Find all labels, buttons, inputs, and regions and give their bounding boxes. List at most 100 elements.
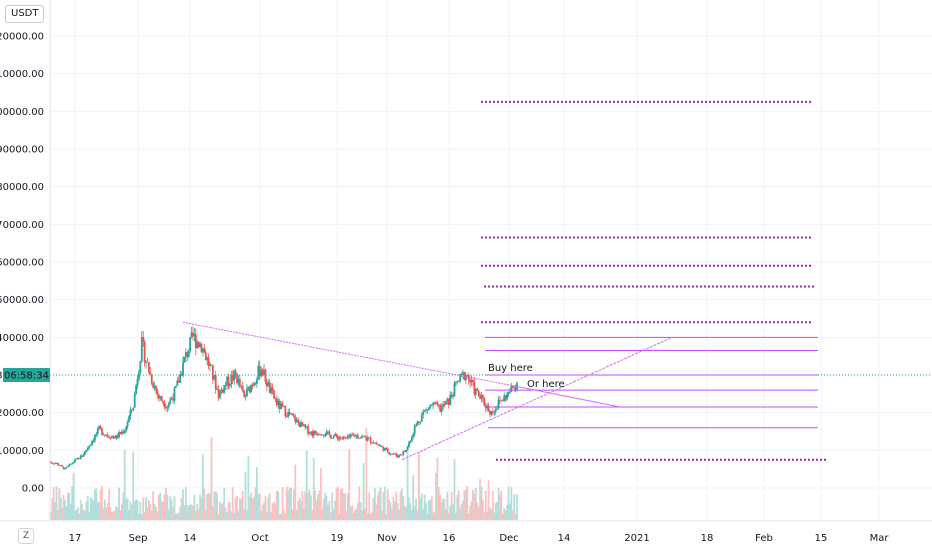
candle-body [290,413,292,415]
volume-bar [142,498,145,520]
candle-body [499,399,501,401]
candle-body [460,373,463,375]
candle-body [258,365,261,377]
volume-bar [358,486,361,520]
y-tick-label: 120000.00 [0,32,44,43]
candle-body [298,422,301,428]
annotation-or-here[interactable]: Or here [527,379,565,390]
volume-bar [359,502,362,520]
volume-bar [130,504,133,520]
volume-bar [501,513,504,520]
candle-body [197,342,200,347]
candle-body [510,386,513,392]
candle-body [92,440,95,442]
candle-body [297,419,300,423]
zoom-button[interactable]: Z [18,528,34,544]
candle-body [229,384,231,387]
volume-bar [312,457,315,520]
trendline-descending[interactable] [182,321,517,387]
volume-bar [290,487,292,520]
candle-body [324,435,327,437]
volume-bar [429,499,432,520]
volume-bar [265,511,268,520]
grid [50,0,932,520]
volume-bars [47,428,518,520]
x-tick-label: 19 [331,533,344,544]
volume-bar [443,499,446,520]
candle-body [445,401,447,405]
candle-body [430,405,433,406]
volume-bar [439,494,442,520]
volume-bar [206,494,209,520]
volume-bar [194,510,197,520]
candle-body [354,435,356,437]
volume-bar [294,464,297,520]
candle-body [342,436,345,439]
volume-bar [221,502,224,520]
annotations: Buy here Or here [488,363,565,390]
candle-body [480,394,483,399]
candle-body [132,407,135,410]
trendline-projection[interactable] [515,385,621,408]
volume-bar [257,494,260,520]
y-tick-label: 20000.00 [0,408,44,419]
volume-bar [460,503,463,520]
candle-body [150,374,153,384]
volume-bar [409,503,412,520]
volume-bar [271,503,274,520]
y-tick-label: 0.00 [22,484,44,495]
volume-bar [68,493,71,520]
volume-bar [106,502,109,520]
volume-bar [283,509,285,520]
volume-bar [250,492,253,520]
time-axis[interactable]: 17 Sep 14 Oct 19 Nov 16 Dec 14 2021 18 Feb 15 Mar [0,520,932,550]
candle-body [399,454,402,456]
volume-bar [436,457,439,520]
volume-bar [345,510,348,520]
volume-bar [378,490,381,520]
unit-badge[interactable]: USDT [5,5,45,23]
volume-bar [416,509,419,520]
trendline-ascending[interactable] [401,336,673,461]
volume-bar [86,496,89,520]
candle-body [322,434,325,436]
candle-body [182,362,184,376]
candle-body [223,385,226,393]
volume-bar [274,504,277,520]
candle-body [514,386,517,391]
volume-bar [145,497,147,520]
volume-bar [422,509,425,520]
volume-bar [112,511,115,520]
volume-bar [172,507,174,520]
volume-bar [467,513,470,520]
candle-body [382,446,385,451]
volume-bar [203,488,206,520]
annotation-buy-here[interactable]: Buy here [488,363,533,374]
candle-body [224,385,227,386]
price-axis[interactable]: 120000.00 110000.00 100000.00 90000.00 80000… [0,0,51,520]
volume-bar [180,498,183,520]
volume-bar [176,513,179,520]
volume-bar [122,491,125,520]
candle-body [443,404,446,405]
volume-bar [156,511,159,520]
x-tick-label: Nov [377,533,397,544]
candle-body [449,394,452,406]
volume-bar [361,510,363,520]
candle-body [378,444,381,446]
candle-body [234,370,237,374]
volume-bar [64,500,66,520]
candle-body [206,357,209,361]
volume-bar [362,463,365,520]
candle-body [257,365,260,380]
candle-body [439,405,442,412]
volume-bar [287,490,290,520]
volume-bar [514,513,517,520]
candle-body [419,421,422,423]
candle-body [213,375,216,380]
volume-bar [302,508,305,520]
y-tick-label: 10000.00 [0,446,44,457]
volume-bar [349,506,352,520]
volume-bar [116,507,119,520]
